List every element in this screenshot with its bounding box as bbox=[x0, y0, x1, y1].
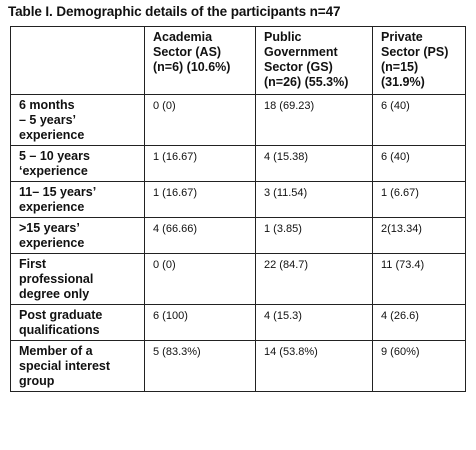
row-label: First professional degree only bbox=[10, 253, 145, 305]
table-row: 6 months – 5 years’ experience 0 (0) 18 … bbox=[10, 94, 466, 146]
row-label-line: 5 – 10 years bbox=[19, 149, 90, 163]
header-line: (31.9%) bbox=[381, 75, 425, 89]
row-label-line: professional bbox=[19, 272, 94, 286]
table-cell: 22 (84.7) bbox=[255, 253, 373, 305]
row-label: >15 years’ experience bbox=[10, 217, 145, 254]
header-cell-academia: Academia Sector (AS) (n=6) (10.6%) bbox=[144, 26, 256, 95]
row-label-line: 11– 15 years’ bbox=[19, 185, 97, 199]
table-row: 5 – 10 years ‘experience 1 (16.67) 4 (15… bbox=[10, 145, 466, 182]
table-cell: 6 (40) bbox=[372, 145, 466, 182]
table-row: First professional degree only 0 (0) 22 … bbox=[10, 253, 466, 305]
header-line: Academia bbox=[153, 30, 213, 44]
row-label-line: Member of a bbox=[19, 344, 93, 358]
row-label-line: experience bbox=[19, 200, 85, 214]
row-label: 11– 15 years’ experience bbox=[10, 181, 145, 218]
row-label-line: special interest bbox=[19, 359, 111, 373]
table-cell: 4 (66.66) bbox=[144, 217, 256, 254]
row-label-line: degree only bbox=[19, 287, 90, 301]
header-line: (n=6) (10.6%) bbox=[153, 60, 231, 74]
row-label-line: ‘experience bbox=[19, 164, 88, 178]
table-cell: 3 (11.54) bbox=[255, 181, 373, 218]
row-label: 5 – 10 years ‘experience bbox=[10, 145, 145, 182]
row-label-line: experience bbox=[19, 128, 85, 142]
table-cell: 5 (83.3%) bbox=[144, 340, 256, 392]
table-cell: 11 (73.4) bbox=[372, 253, 466, 305]
table-row: Post graduate qualifications 6 (100) 4 (… bbox=[10, 304, 466, 341]
header-line: Public bbox=[264, 30, 302, 44]
table-cell: 18 (69.23) bbox=[255, 94, 373, 146]
table-cell: 6 (100) bbox=[144, 304, 256, 341]
table-cell: 1 (6.67) bbox=[372, 181, 466, 218]
header-line: Private bbox=[381, 30, 423, 44]
row-label-line: group bbox=[19, 374, 55, 388]
row-label-line: qualifications bbox=[19, 323, 100, 337]
table-cell: 4 (26.6) bbox=[372, 304, 466, 341]
row-label: Post graduate qualifications bbox=[10, 304, 145, 341]
table-cell: 6 (40) bbox=[372, 94, 466, 146]
row-label: 6 months – 5 years’ experience bbox=[10, 94, 145, 146]
row-label-line: Post graduate bbox=[19, 308, 103, 322]
header-cell-public-government: Public Government Sector (GS) (n=26) (55… bbox=[255, 26, 373, 95]
table-cell: 0 (0) bbox=[144, 94, 256, 146]
table-cell: 2(13.34) bbox=[372, 217, 466, 254]
table-cell: 1 (3.85) bbox=[255, 217, 373, 254]
table-cell: 4 (15.3) bbox=[255, 304, 373, 341]
row-label-line: >15 years’ bbox=[19, 221, 80, 235]
header-cell-private: Private Sector (PS) (n=15) (31.9%) bbox=[372, 26, 466, 95]
header-line: (n=26) (55.3%) bbox=[264, 75, 349, 89]
row-label-line: First bbox=[19, 257, 47, 271]
table-cell: 1 (16.67) bbox=[144, 145, 256, 182]
header-cell-empty bbox=[10, 26, 145, 95]
table-cell: 9 (60%) bbox=[372, 340, 466, 392]
table-cell: 4 (15.38) bbox=[255, 145, 373, 182]
table-cell: 1 (16.67) bbox=[144, 181, 256, 218]
table-cell: 14 (53.8%) bbox=[255, 340, 373, 392]
header-line: (n=15) bbox=[381, 60, 419, 74]
table-caption: Table I. Demographic details of the part… bbox=[8, 4, 341, 19]
row-label-line: – 5 years’ bbox=[19, 113, 76, 127]
header-line: Sector (PS) bbox=[381, 45, 449, 59]
row-label-line: 6 months bbox=[19, 98, 75, 112]
header-line: Sector (AS) bbox=[153, 45, 222, 59]
table-row: >15 years’ experience 4 (66.66) 1 (3.85)… bbox=[10, 217, 466, 254]
header-line: Sector (GS) bbox=[264, 60, 333, 74]
header-row: Academia Sector (AS) (n=6) (10.6%) Publi… bbox=[10, 26, 466, 95]
row-label: Member of a special interest group bbox=[10, 340, 145, 392]
table-cell: 0 (0) bbox=[144, 253, 256, 305]
demographics-table: Academia Sector (AS) (n=6) (10.6%) Publi… bbox=[10, 26, 466, 392]
row-label-line: experience bbox=[19, 236, 85, 250]
table-row: 11– 15 years’ experience 1 (16.67) 3 (11… bbox=[10, 181, 466, 218]
table-row: Member of a special interest group 5 (83… bbox=[10, 340, 466, 392]
header-line: Government bbox=[264, 45, 338, 59]
